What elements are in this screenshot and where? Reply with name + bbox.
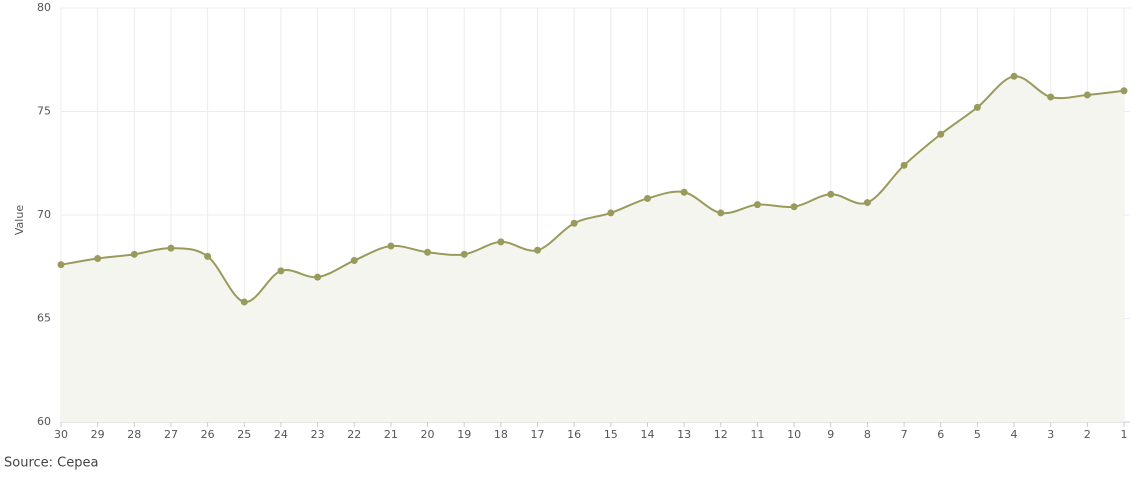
x-tick-label: 7 xyxy=(901,428,908,441)
x-tick-label: 22 xyxy=(347,428,361,441)
x-tick-label: 15 xyxy=(604,428,618,441)
point xyxy=(497,238,505,246)
point xyxy=(130,250,138,258)
point xyxy=(863,199,871,207)
x-tick-label: 21 xyxy=(384,428,398,441)
point xyxy=(350,257,358,265)
point xyxy=(937,130,945,138)
point xyxy=(460,250,468,258)
x-tick-label: 23 xyxy=(311,428,325,441)
point xyxy=(57,261,65,269)
x-tick-label: 11 xyxy=(750,428,764,441)
x-tick-label: 20 xyxy=(421,428,435,441)
point xyxy=(534,246,542,254)
point xyxy=(1120,87,1128,95)
x-tick-label: 26 xyxy=(201,428,215,441)
x-tick-label: 19 xyxy=(457,428,471,441)
point xyxy=(94,254,102,262)
y-tick-label: 60 xyxy=(37,415,51,428)
x-tick-label: 2 xyxy=(1084,428,1091,441)
x-tick-label: 9 xyxy=(827,428,834,441)
x-tick-label: 1 xyxy=(1121,428,1128,441)
point xyxy=(717,209,725,217)
x-tick-label: 27 xyxy=(164,428,178,441)
point xyxy=(827,190,835,198)
x-tick-label: 25 xyxy=(237,428,251,441)
point xyxy=(204,252,212,260)
point xyxy=(570,219,578,227)
point xyxy=(753,201,761,209)
point xyxy=(240,298,248,306)
point xyxy=(607,209,615,217)
x-tick-label: 14 xyxy=(640,428,654,441)
point xyxy=(973,103,981,111)
point xyxy=(1010,72,1018,80)
y-tick-label: 75 xyxy=(37,105,51,118)
point xyxy=(314,273,322,281)
x-tick-label: 18 xyxy=(494,428,508,441)
y-axis-label: Value xyxy=(13,205,26,235)
point xyxy=(424,248,432,256)
point xyxy=(387,242,395,250)
point xyxy=(1047,93,1055,101)
x-tick-label: 8 xyxy=(864,428,871,441)
x-tick-label: 28 xyxy=(127,428,141,441)
x-tick-label: 29 xyxy=(91,428,105,441)
y-tick-label: 70 xyxy=(37,208,51,221)
point xyxy=(900,161,908,169)
point xyxy=(790,203,798,211)
x-tick-label: 3 xyxy=(1047,428,1054,441)
x-tick-label: 4 xyxy=(1011,428,1018,441)
area xyxy=(61,76,1124,423)
x-tick-label: 24 xyxy=(274,428,288,441)
x-tick-label: 17 xyxy=(531,428,545,441)
x-tick-label: 13 xyxy=(677,428,691,441)
source: Source: Cepea xyxy=(4,456,98,471)
point xyxy=(167,244,175,252)
point xyxy=(680,188,688,196)
x-tick-label: 10 xyxy=(787,428,801,441)
point xyxy=(643,194,651,202)
point xyxy=(1083,91,1091,99)
x-tick-label: 12 xyxy=(714,428,728,441)
y-tick-label: 80 xyxy=(37,1,51,14)
x-tick-label: 30 xyxy=(54,428,68,441)
x-tick-label: 6 xyxy=(937,428,944,441)
x-tick-label: 5 xyxy=(974,428,981,441)
point xyxy=(277,267,285,275)
y-tick-label: 65 xyxy=(37,312,51,325)
x-tick-label: 16 xyxy=(567,428,581,441)
